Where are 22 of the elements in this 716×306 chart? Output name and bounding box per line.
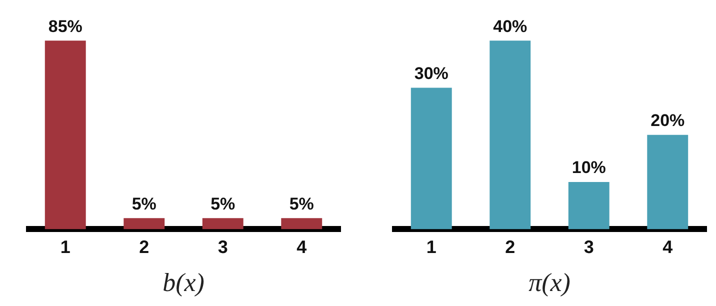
x-tick-label: 3 bbox=[584, 236, 594, 257]
data-label: 10% bbox=[572, 158, 606, 178]
x-tick-label: 2 bbox=[139, 236, 150, 257]
data-label: 5% bbox=[289, 194, 314, 214]
data-label: 40% bbox=[493, 16, 528, 36]
bar bbox=[490, 40, 531, 230]
x-tick-label: 4 bbox=[662, 236, 673, 257]
data-label: 20% bbox=[650, 111, 685, 130]
data-label: 85% bbox=[48, 16, 82, 36]
bar bbox=[410, 88, 452, 230]
data-label: 5% bbox=[210, 194, 236, 214]
x-tick-label: 2 bbox=[505, 236, 516, 257]
x-tick-label: 1 bbox=[60, 236, 70, 257]
bar bbox=[647, 134, 688, 230]
x-tick-label: 1 bbox=[426, 236, 436, 257]
data-label: 30% bbox=[414, 64, 448, 83]
x-axis-title: π(x) bbox=[528, 268, 570, 298]
x-axis-title: b(x) bbox=[162, 268, 204, 298]
x-tick-label: 4 bbox=[296, 236, 307, 257]
data-label: 5% bbox=[132, 194, 156, 214]
x-tick-label: 3 bbox=[218, 236, 228, 257]
bar bbox=[568, 182, 610, 230]
